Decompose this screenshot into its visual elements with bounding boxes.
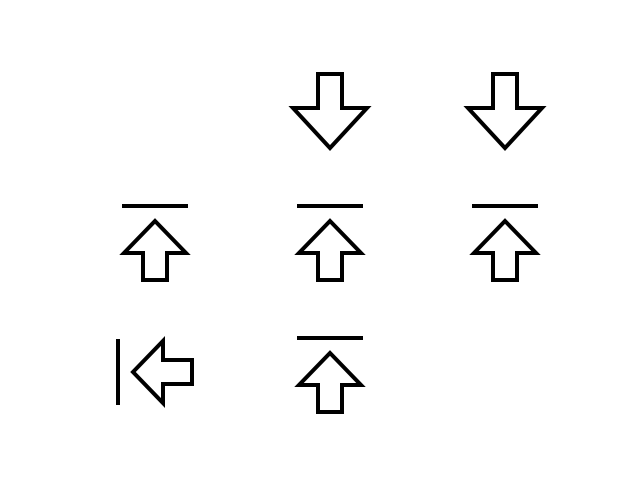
arrow-down-icon xyxy=(288,72,372,151)
arrow-up-to-line-icon xyxy=(294,204,366,282)
arrow-left-to-line-icon xyxy=(116,336,194,408)
arrow-down-icon xyxy=(463,72,547,151)
arrow-up-to-line-icon xyxy=(119,204,191,282)
arrow-up-to-line-icon xyxy=(294,336,366,414)
arrow-up-to-line-icon xyxy=(469,204,541,282)
